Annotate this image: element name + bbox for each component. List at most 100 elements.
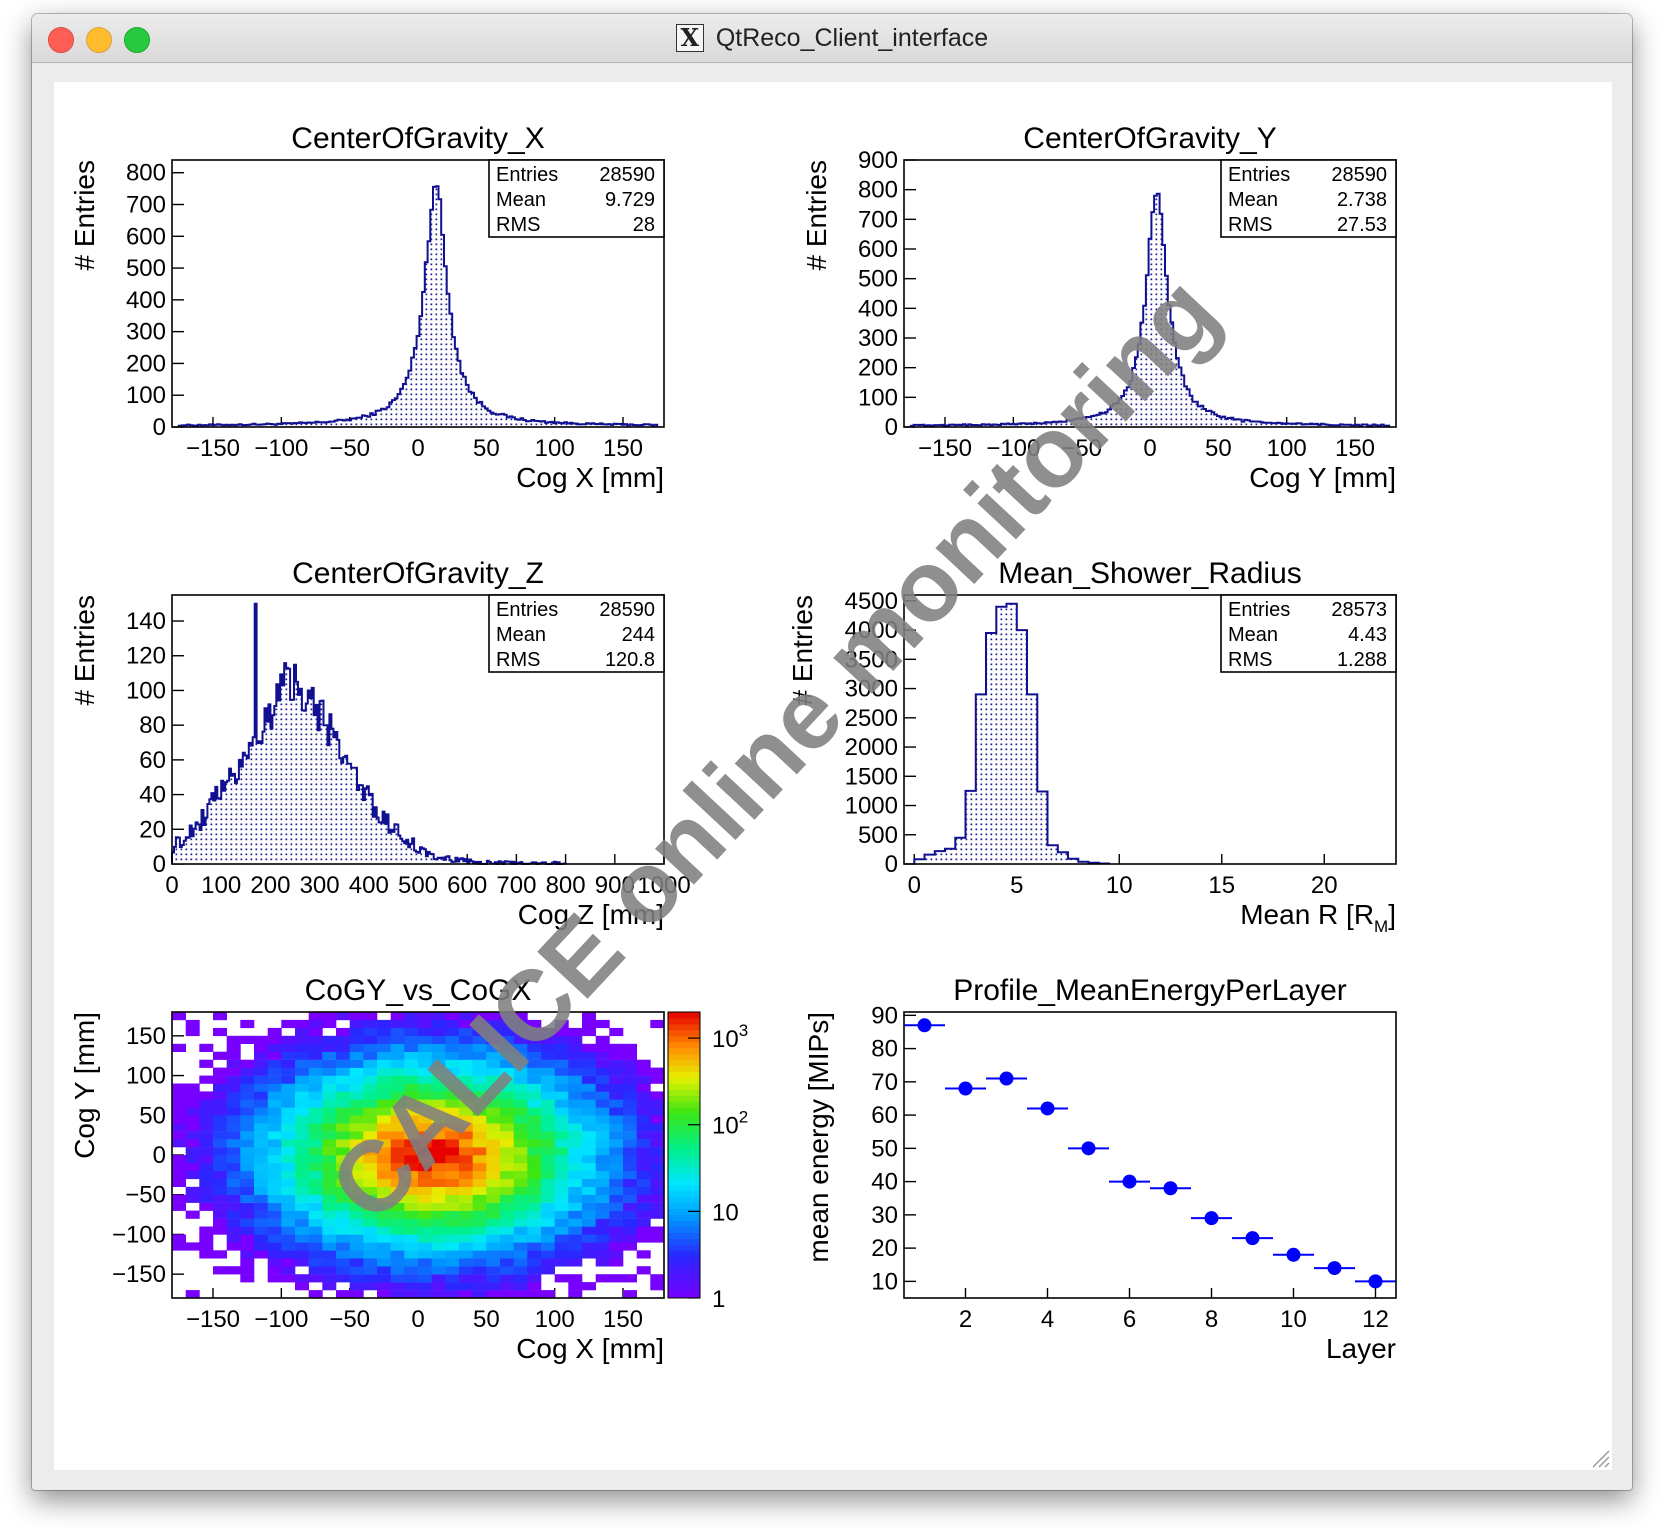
heatmap-cell [226,1170,241,1180]
heatmap-cell [254,1139,268,1148]
heatmap-cell [281,1155,296,1164]
profile-point [958,1081,973,1096]
heatmap-cell [390,1012,405,1021]
heatmap-cell [472,1274,487,1283]
heatmap-cell [431,1043,446,1052]
profile-point [999,1071,1014,1086]
heatmap-cell [568,1059,583,1068]
heatmap-cell [445,1139,460,1148]
heatmap-cell [609,1043,624,1052]
heatmap-cell [377,1051,391,1060]
heatmap-cell [240,1115,255,1124]
heatmap-cell [254,1091,268,1100]
colorbar-band [668,1244,700,1251]
x-tick-label: 10 [1280,1306,1307,1333]
histogram-line [909,192,1391,427]
resize-grip-icon[interactable] [1588,1446,1610,1468]
heatmap-cell [308,1043,323,1052]
heatmap-cell [322,1274,337,1283]
close-button[interactable] [48,27,74,53]
heatmap-cell [623,1147,637,1156]
heatmap-cell [554,1139,569,1148]
heatmap-cell [459,1147,473,1156]
heatmap-cell [226,1202,241,1211]
heatmap-cell [377,1274,391,1283]
heatmap-cell [226,1107,241,1116]
heatmap-cell [281,1099,296,1108]
heatmap-cell [363,1178,378,1187]
heatmap-cell [199,1162,214,1172]
colorbar-band [668,1131,700,1138]
heatmap-cell [554,1186,569,1195]
heatmap-cell [554,1115,569,1124]
heatmap-cell [226,1234,241,1243]
heatmap-cell [418,1218,432,1227]
heatmap-cell [199,1186,214,1195]
heatmap-cell [199,1202,214,1211]
heatmap-cell [623,1043,637,1052]
heatmap-cell [582,1083,596,1092]
zoom-button[interactable] [124,27,150,53]
heatmap-cell [199,1226,214,1235]
heatmap-cell [308,1051,323,1060]
heatmap-cell [472,1099,487,1108]
heatmap-cell [554,1123,569,1132]
heatmap-cell [363,1186,378,1195]
heatmap-cell [623,1170,637,1180]
minimize-button[interactable] [86,27,112,53]
heatmap-cell [322,1051,337,1060]
heatmap-cell [281,1266,296,1275]
heatmap-cell [404,1019,419,1029]
heatmap-cell [541,1226,555,1235]
heatmap-cell [541,1218,555,1227]
heatmap-cell [308,1099,323,1108]
heatmap-cell [609,1226,624,1235]
stats-label: Entries [1228,599,1290,621]
heatmap-cell [199,1107,214,1116]
heatmap-cell [213,1147,227,1156]
heatmap-cell [513,1067,528,1076]
heatmap-cell [267,1035,282,1044]
heatmap-cell [541,1202,555,1211]
heatmap-cell [295,1162,309,1172]
heatmap-cell [322,1043,337,1052]
heatmap-cell [582,1194,596,1203]
heatmap-cell [254,1242,268,1251]
stats-label: Entries [496,164,558,186]
heatmap-cell [390,1067,405,1076]
heatmap-cell [418,1051,432,1060]
x-tick-label: 100 [1267,435,1307,462]
title-bar[interactable]: X QtReco_Client_interface [32,14,1632,63]
heatmap-cell [472,1250,487,1259]
heatmap-cell [513,1274,528,1283]
heatmap-cell [472,1226,487,1235]
heatmap-cell [431,1139,446,1148]
colorbar-band [668,1155,700,1162]
y-tick-label: 30 [871,1202,898,1229]
y-tick-label: 600 [126,223,166,250]
heatmap-cell [459,1290,473,1299]
colorbar-band [668,1035,700,1043]
heatmap-cell [527,1178,542,1187]
heatmap-cell [568,1274,583,1283]
heatmap-cell [445,1091,460,1100]
heatmap-cell [500,1035,514,1044]
heatmap-cell [541,1250,555,1259]
heatmap-cell [390,1091,405,1100]
heatmap-cell [623,1210,637,1219]
heatmap-cell [486,1035,501,1044]
heatmap-cell [418,1099,432,1108]
heatmap-cell [363,1019,378,1029]
heatmap-cell [226,1218,241,1227]
heatmap-cell [431,1027,446,1037]
heatmap-cell [377,1075,391,1084]
root-canvas[interactable]: CenterOfGravity_X −150 −100 −50 0 50 100 150 0 10… [54,82,1612,1470]
heatmap-cell [609,1218,624,1227]
heatmap-cell [595,1186,610,1195]
x-tick-label: 100 [535,1306,575,1333]
heatmap-cell [623,1155,637,1164]
heatmap-cell [363,1012,378,1021]
heatmap-cell [459,1234,473,1243]
heatmap-cell [404,1202,419,1211]
heatmap-cell [418,1178,432,1187]
